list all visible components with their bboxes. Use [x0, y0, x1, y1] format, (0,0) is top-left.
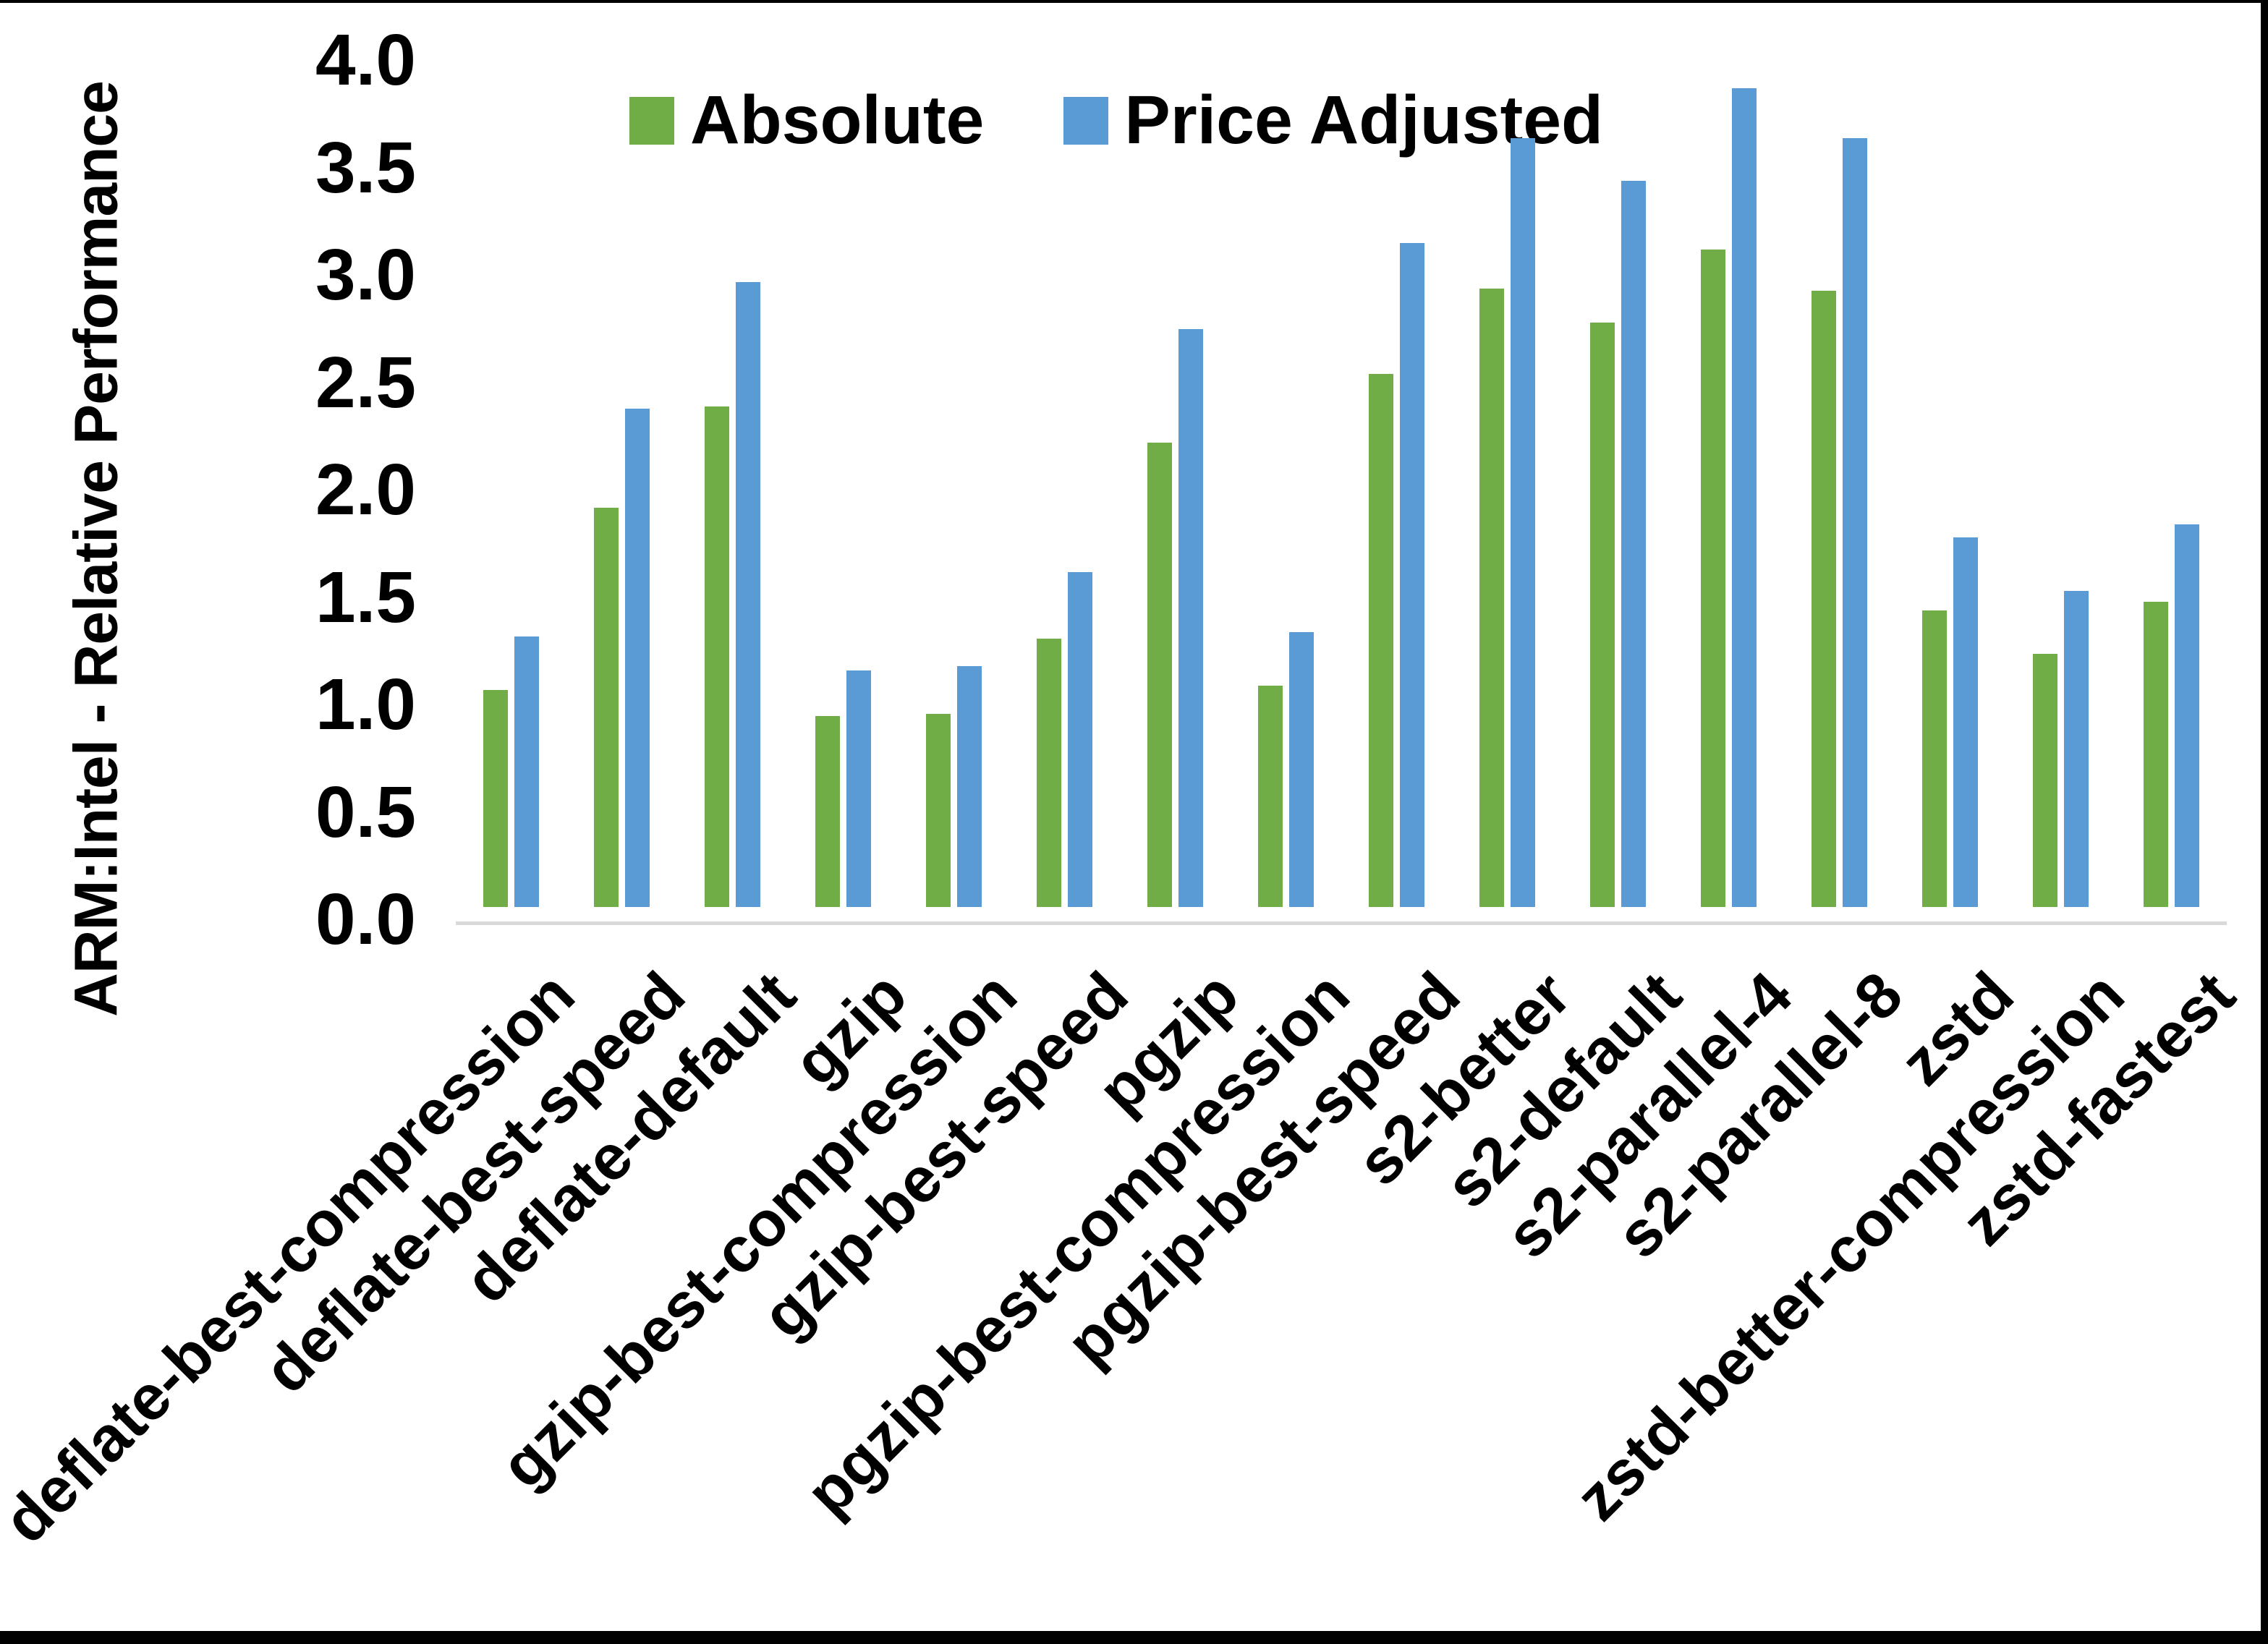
- y-tick-label: 0.0: [315, 878, 416, 960]
- bar-absolute: [1479, 288, 1504, 907]
- x-axis-line: [456, 921, 2227, 925]
- bar-absolute: [926, 713, 951, 907]
- y-tick-label: 0.5: [315, 771, 416, 853]
- y-axis-title: ARM:Intel - Relative Performance: [61, 81, 130, 1017]
- bar-price-adjusted: [846, 670, 871, 907]
- legend-label: Absolute: [690, 82, 985, 158]
- bar-price-adjusted: [1953, 537, 1978, 907]
- bar-price-adjusted: [1732, 88, 1757, 907]
- bar-price-adjusted: [1178, 329, 1203, 907]
- bar-price-adjusted: [514, 636, 539, 907]
- bar-absolute: [594, 507, 619, 907]
- legend-item: Absolute: [629, 81, 984, 160]
- bar-absolute: [1147, 443, 1172, 907]
- bar-price-adjusted: [1511, 137, 1535, 907]
- bar-absolute: [1037, 638, 1061, 907]
- bar-price-adjusted: [736, 281, 760, 907]
- bar-absolute: [2033, 653, 2057, 907]
- bar-absolute: [1812, 290, 1836, 907]
- y-tick-label: 2.0: [315, 448, 416, 530]
- y-tick-label: 1.0: [315, 663, 416, 745]
- bar-absolute: [2144, 602, 2168, 907]
- bar-price-adjusted: [1843, 137, 1867, 907]
- y-tick-label: 1.5: [315, 556, 416, 638]
- bar-price-adjusted: [957, 666, 982, 907]
- bar-price-adjusted: [1400, 243, 1424, 907]
- bar-absolute: [815, 715, 840, 907]
- bar-price-adjusted: [1068, 571, 1092, 907]
- bar-price-adjusted: [1621, 181, 1646, 907]
- bar-price-adjusted: [2175, 524, 2199, 907]
- y-tick-label: 2.5: [315, 341, 416, 423]
- y-tick-label: 4.0: [315, 19, 416, 101]
- bar-absolute: [1701, 250, 1725, 907]
- y-tick-label: 3.5: [315, 127, 416, 208]
- bar-price-adjusted: [1289, 631, 1314, 907]
- bar-price-adjusted: [2064, 591, 2089, 907]
- bar-absolute: [483, 690, 508, 907]
- y-tick-label: 3.0: [315, 234, 416, 315]
- bar-absolute: [1258, 686, 1283, 907]
- bar-absolute: [1590, 323, 1615, 907]
- bar-price-adjusted: [625, 408, 650, 907]
- bar-absolute: [1369, 374, 1393, 907]
- legend: Absolute Price Adjusted: [629, 81, 1603, 160]
- bar-absolute: [1922, 610, 1947, 907]
- legend-swatch-icon: [629, 96, 674, 145]
- bar-absolute: [705, 406, 729, 907]
- legend-swatch-icon: [1063, 96, 1109, 145]
